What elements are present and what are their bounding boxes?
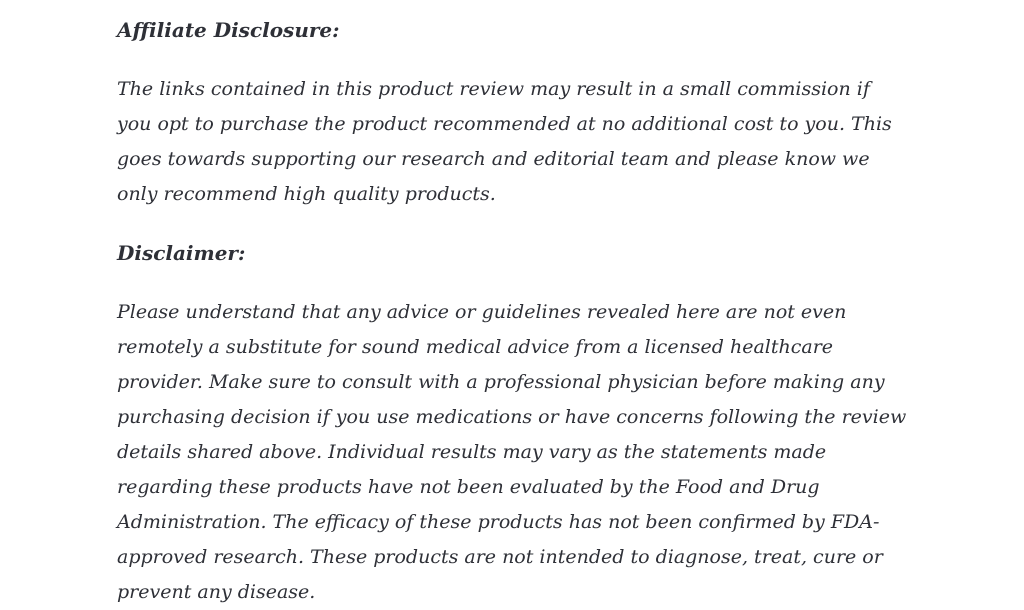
paragraph-line: provider. Make sure to consult with a pr…: [117, 371, 885, 393]
article-body: Affiliate Disclosure: The links containe…: [117, 18, 907, 610]
affiliate-disclosure-heading: Affiliate Disclosure:: [117, 18, 340, 42]
paragraph-line: purchasing decision if you use medicatio…: [117, 406, 907, 428]
paragraph-line: Please understand that any advice or gui…: [117, 301, 847, 323]
paragraph-line: The links contained in this product revi…: [117, 78, 870, 100]
paragraph-line: details shared above. Individual results…: [117, 441, 827, 463]
paragraph-line: only recommend high quality products.: [117, 183, 496, 205]
affiliate-disclosure-paragraph: The links contained in this product revi…: [117, 72, 892, 212]
paragraph-line: goes towards supporting our research and…: [117, 148, 870, 170]
paragraph-line: prevent any disease.: [117, 581, 316, 603]
disclaimer-heading: Disclaimer:: [117, 241, 246, 265]
paragraph-line: remotely a substitute for sound medical …: [117, 336, 834, 358]
paragraph-line: regarding these products have not been e…: [117, 476, 820, 498]
paragraph-line: you opt to purchase the product recommen…: [117, 113, 892, 135]
disclaimer-paragraph: Please understand that any advice or gui…: [117, 295, 907, 610]
paragraph-line: approved research. These products are no…: [117, 546, 883, 568]
paragraph-line: Administration. The efficacy of these pr…: [117, 511, 880, 533]
